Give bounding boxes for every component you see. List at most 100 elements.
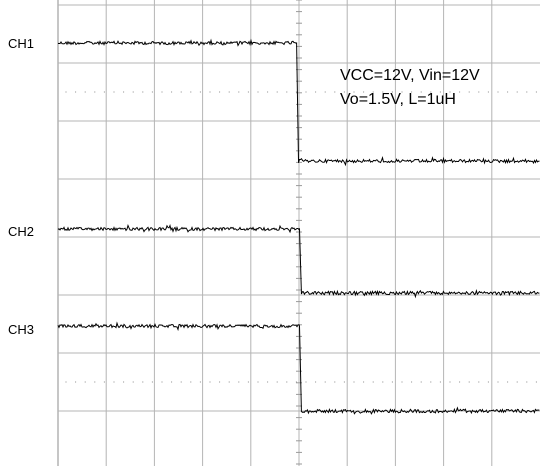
grid-dot (199, 381, 201, 383)
grid-dot (363, 381, 365, 383)
grid-dot (439, 91, 441, 93)
grid-dot (353, 91, 355, 93)
grid-dot (75, 381, 77, 383)
grid-dot (247, 381, 249, 383)
grid-dot (411, 91, 413, 93)
grid-dot (257, 91, 259, 93)
channel-labels: CH1 CH2 CH3 (8, 36, 34, 337)
grid-dot (103, 381, 105, 383)
grid-dot (372, 91, 374, 93)
grid-dot (123, 381, 125, 383)
grid-dot (468, 381, 470, 383)
trace-ch3 (57, 321, 540, 415)
grid-dot (94, 91, 96, 93)
grid-dot (103, 91, 105, 93)
grid-dot (401, 91, 403, 93)
grid-dot (305, 381, 307, 383)
grid-dot (276, 381, 278, 383)
grid-dot (315, 91, 317, 93)
grid-dot (219, 91, 221, 93)
grid-dot (324, 381, 326, 383)
grid-dot (420, 91, 422, 93)
grid-dot (459, 381, 461, 383)
annotation-line-2: Vo=1.5V, L=1uH (340, 91, 456, 108)
grid-dot (151, 91, 153, 93)
grid-dot (228, 381, 230, 383)
grid-dot (142, 91, 144, 93)
grid-dot (305, 91, 307, 93)
grid-dot (209, 91, 211, 93)
grid-dot (516, 91, 518, 93)
grid-dot (180, 381, 182, 383)
trace-ch1 (57, 38, 540, 167)
grid-dot (209, 381, 211, 383)
grid-dot (286, 381, 288, 383)
grid-dot (123, 91, 125, 93)
grid-dot (487, 91, 489, 93)
grid-dot (295, 381, 297, 383)
grid-dot (478, 381, 480, 383)
grid-dot (507, 91, 509, 93)
traces (57, 38, 540, 415)
grid-dot (161, 91, 163, 93)
grid-dot (315, 381, 317, 383)
grid-dot (334, 91, 336, 93)
grid-dot (171, 91, 173, 93)
grid-dot (151, 381, 153, 383)
grid-dot (267, 91, 269, 93)
grid-dot (430, 381, 432, 383)
grid-dot (535, 91, 538, 93)
grid-dot (420, 381, 422, 383)
grid-dot (334, 381, 336, 383)
grid-dot (267, 381, 269, 383)
grid-dot (161, 381, 163, 383)
grid-dot (526, 91, 528, 93)
grid-dot (132, 381, 134, 383)
grid-dot (391, 381, 393, 383)
grid-dot (401, 381, 403, 383)
grid-dot (142, 381, 144, 383)
grid-dot (219, 381, 221, 383)
grid-dot (180, 91, 182, 93)
grid-dot (535, 381, 538, 383)
grid-dot (190, 381, 192, 383)
grid-dot (84, 91, 86, 93)
grid-dot (343, 91, 345, 93)
grid-dot (84, 381, 86, 383)
grid-dot (238, 381, 240, 383)
grid-dot (228, 91, 230, 93)
grid-dot (516, 381, 518, 383)
grid-dot (75, 91, 77, 93)
grid-dot (286, 91, 288, 93)
grid-dot (439, 381, 441, 383)
grid-dot (372, 381, 374, 383)
grid-dot (132, 91, 134, 93)
grid-dot (382, 381, 384, 383)
grid-dot (497, 381, 499, 383)
trace-ch2 (57, 224, 540, 299)
channel-label-ch2: CH2 (8, 224, 34, 239)
grid-dot (430, 91, 432, 93)
grid-dot (113, 91, 115, 93)
channel-label-ch3: CH3 (8, 322, 34, 337)
grid-dot (65, 91, 67, 93)
grid-dot (411, 381, 413, 383)
grid-dot (295, 91, 297, 93)
grid-dot (487, 381, 489, 383)
grid-dot (113, 381, 115, 383)
grid-dot (94, 381, 96, 383)
grid-dot (526, 381, 528, 383)
grid-dot (478, 91, 480, 93)
grid-dot (65, 381, 67, 383)
grid-dot (343, 381, 345, 383)
grid-dot (199, 91, 201, 93)
annotation-line-1: VCC=12V, Vin=12V (340, 67, 480, 84)
grid-dot (459, 91, 461, 93)
grid-dot (247, 91, 249, 93)
grid-dot (190, 91, 192, 93)
grid-dot (363, 91, 365, 93)
grid-dot (468, 91, 470, 93)
grid-dot (449, 381, 451, 383)
grid-dot (449, 91, 451, 93)
